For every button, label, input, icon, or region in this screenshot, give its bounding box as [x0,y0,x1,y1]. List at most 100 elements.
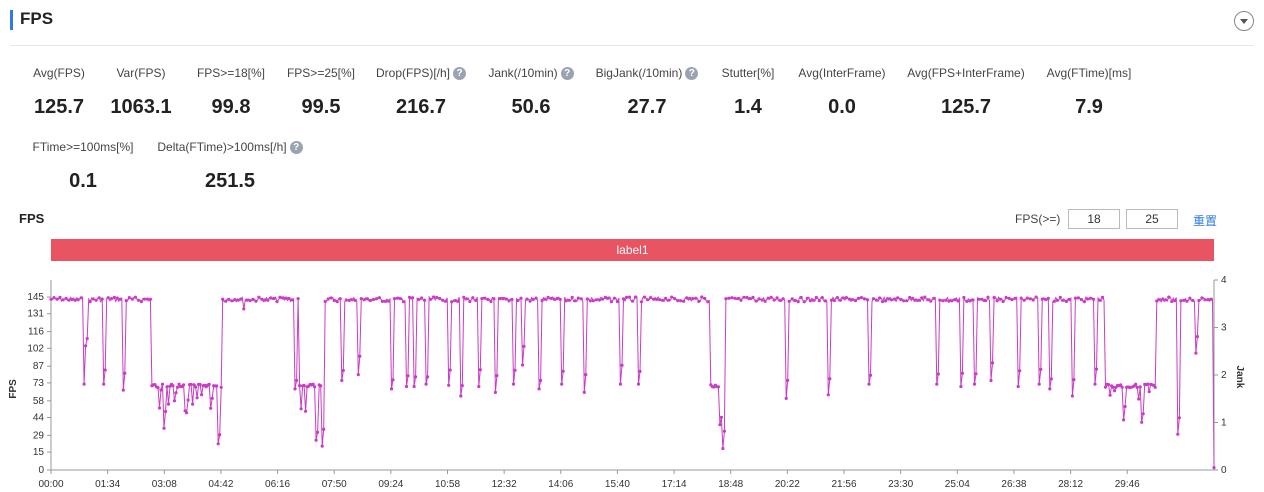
fps-point [411,296,415,300]
fps-point [796,300,800,304]
fps-point [153,383,157,387]
metric-label: Var(FPS) [116,66,165,80]
fps-point [558,297,562,301]
fps-point [719,415,724,419]
fps-point [1138,385,1142,389]
fps-point [395,296,400,300]
fps-point [685,296,689,300]
help-icon[interactable]: ? [560,66,574,80]
fps-point [365,297,369,301]
metric-4: Drop(FPS)[/h]? 216.7 [341,64,501,119]
fps-point [304,409,308,413]
fps-point [582,390,586,394]
x-tick-label: 20:22 [775,479,800,490]
fps-point [649,296,653,300]
fps-point [478,368,482,372]
fps-point [344,298,348,302]
metric-label: Avg(InterFrame) [798,66,885,80]
page-title: FPS [20,9,54,28]
fps-point [242,307,246,311]
fps-point [594,298,598,302]
fps-point [890,298,894,302]
label-bar[interactable]: label1 [51,239,1214,261]
fps-point [156,386,160,390]
metric-label-text: Stutter[%] [721,66,775,80]
metric-1: Var(FPS) 1063.1 [61,64,221,119]
fps-point [1097,298,1102,302]
metric-label-text: FPS>=18[%] [196,66,266,80]
threshold-input-1[interactable] [1068,209,1120,229]
fps-point [215,384,219,388]
fps-chart[interactable]: 0 15 29 44 58 73 87 102 116 131 145 0 1 2 3 4 00:00 01:34… [0,268,1264,492]
fps-point [1167,295,1171,299]
section-header: FPS [0,0,1264,46]
fps-point [874,298,879,302]
fps-point [621,297,626,301]
fps-point [435,295,439,300]
fps-point [171,384,175,388]
fps-point [540,298,544,303]
fps-point [230,299,234,303]
fps-point [522,344,526,348]
fps-point [1058,295,1062,299]
fps-point [1064,299,1068,303]
y2-tick-label: 0 [1221,465,1227,476]
fps-point [615,299,620,304]
fps-point [1147,390,1151,394]
fps-point [1079,297,1083,302]
fps-point [510,297,514,302]
y-tick-label: 102 [27,343,44,354]
fps-point [504,297,508,301]
fps-point [537,387,541,391]
fps-point [853,299,858,303]
metric-value: 99.8 [211,96,251,118]
fps-point [284,296,288,300]
fps-point [424,382,428,386]
metric-8: Avg(InterFrame) 0.0 [762,64,922,119]
fps-point [775,296,779,300]
fps-point [902,299,906,303]
fps-point [392,297,397,301]
fps-point [468,299,472,304]
fps-point [799,295,803,300]
metric-label-text: Avg(FPS) [33,66,85,80]
metric-9: Avg(FPS+InterFrame) 125.7 [886,64,1046,119]
fps-point [751,295,755,299]
fps-point [1094,367,1099,371]
help-icon[interactable]: ? [289,140,303,154]
fps-point [887,297,891,301]
fps-point [1100,295,1105,299]
fps-point [198,382,202,387]
fps-point [1113,389,1117,393]
fps-point [1194,351,1198,355]
fps-point [1037,382,1041,386]
fps-point [133,295,137,299]
fps-point [784,396,788,400]
fps-point [412,384,416,389]
fps-point [1119,383,1123,387]
fps-point [471,296,475,300]
metric-0: Avg(FPS) 125.7 [0,64,139,119]
fps-point [432,295,436,299]
fps-point [340,378,344,383]
metric-label: BigJank(/10min)? [596,66,699,80]
fps-point [272,296,276,301]
fps-point [407,295,412,299]
fps-point [1055,298,1059,302]
chevron-down-icon[interactable] [1234,11,1254,31]
fps-point [1010,298,1014,302]
fps-point [658,298,662,302]
fps-point [859,296,864,300]
threshold-input-2[interactable] [1126,209,1178,229]
x-tick-label: 07:50 [322,479,347,490]
threshold-label: FPS(>=) [1015,212,1061,226]
help-icon[interactable]: ? [453,66,466,80]
fps-point [697,299,701,303]
fps-point [162,426,166,430]
fps-point [995,299,999,303]
reset-button[interactable]: 重置 [1193,214,1218,228]
help-icon[interactable]: ? [685,66,699,80]
fps-point [546,295,550,299]
fps-point [438,296,442,301]
fps-point [1137,397,1141,401]
